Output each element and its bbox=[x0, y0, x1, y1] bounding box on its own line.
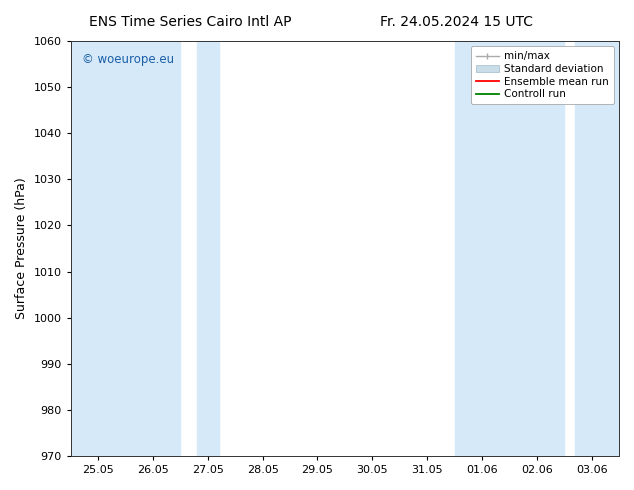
Bar bbox=[575, 41, 619, 456]
Bar bbox=[455, 41, 564, 456]
Text: © woeurope.eu: © woeurope.eu bbox=[82, 53, 174, 67]
Bar bbox=[71, 41, 180, 456]
Legend: min/max, Standard deviation, Ensemble mean run, Controll run: min/max, Standard deviation, Ensemble me… bbox=[470, 46, 614, 104]
Text: ENS Time Series Cairo Intl AP: ENS Time Series Cairo Intl AP bbox=[89, 15, 292, 29]
Bar bbox=[197, 41, 219, 456]
Y-axis label: Surface Pressure (hPa): Surface Pressure (hPa) bbox=[15, 178, 28, 319]
Text: Fr. 24.05.2024 15 UTC: Fr. 24.05.2024 15 UTC bbox=[380, 15, 533, 29]
